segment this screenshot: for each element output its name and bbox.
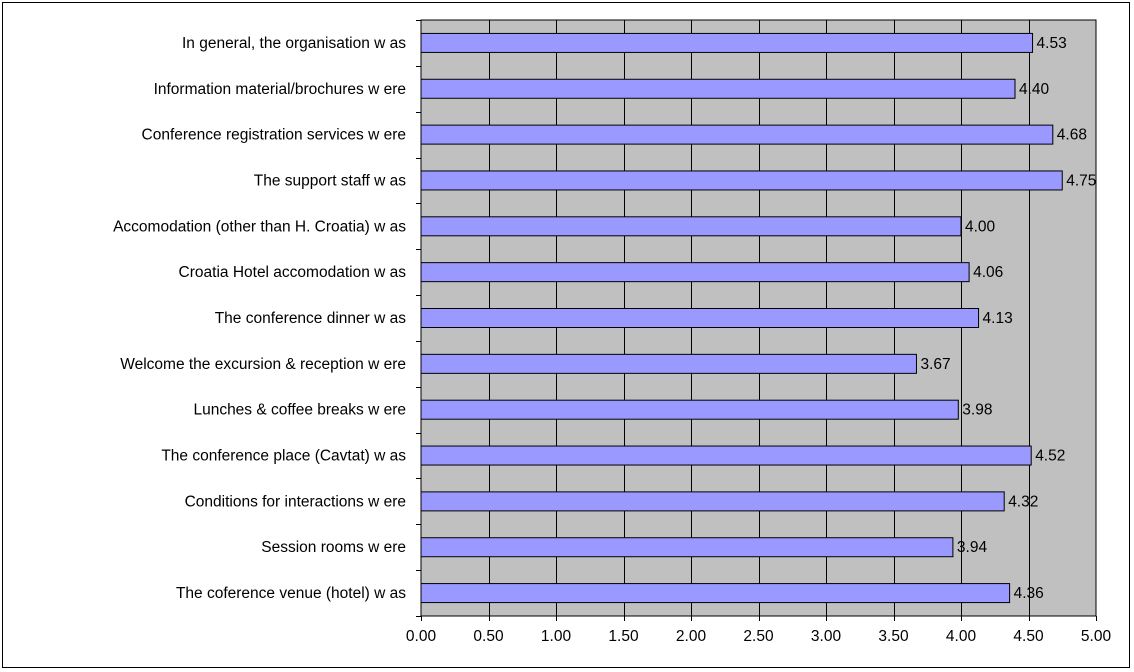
bar [420, 78, 1016, 99]
x-tick-label: 3.00 [811, 628, 842, 645]
data-label: 4.06 [973, 264, 1003, 281]
bar [420, 32, 1034, 53]
data-label: 4.52 [1035, 448, 1065, 465]
category-label: Croatia Hotel accomodation w as [179, 264, 407, 281]
category-label: The conference place (Cavtat) w as [161, 448, 406, 465]
data-label: 4.36 [1014, 585, 1044, 602]
data-label: 3.67 [920, 356, 950, 373]
bar [420, 124, 1054, 145]
bar [420, 537, 954, 558]
category-label: Information material/brochures w ere [154, 81, 406, 98]
data-label: 4.40 [1019, 81, 1050, 98]
category-label: Welcome the excursion & reception w ere [120, 356, 406, 373]
x-tick-label: 0.50 [473, 628, 504, 645]
bar [420, 583, 1011, 604]
bar [420, 170, 1063, 191]
labels: 0.00 0.50 1.00 1.50 2.00 2.50 3.00 3.50 4.00 4.50… [113, 35, 1111, 645]
category-label: In general, the organisation w as [182, 35, 406, 52]
data-label: 3.98 [962, 402, 992, 419]
bar [420, 491, 1005, 512]
x-tick-label: 4.00 [946, 628, 977, 645]
category-label: Lunches & coffee breaks w ere [193, 402, 406, 419]
category-label: Conference registration services w ere [142, 127, 406, 144]
category-label: Session rooms w ere [261, 539, 406, 556]
bar [420, 353, 917, 374]
data-label: 4.68 [1057, 127, 1087, 144]
bar [420, 399, 959, 420]
data-label: 4.00 [965, 218, 996, 235]
x-tick-label: 4.50 [1013, 628, 1044, 645]
x-tick-label: 2.50 [743, 628, 774, 645]
x-tick-label: 3.50 [878, 628, 909, 645]
axes [416, 20, 1097, 621]
bar [420, 216, 962, 237]
category-label: The conference dinner w as [215, 310, 407, 327]
category-label: The coference venue (hotel) w as [176, 585, 406, 602]
bar [420, 308, 980, 328]
category-label: The support staff w as [254, 172, 406, 189]
x-tick-label: 0.00 [406, 628, 437, 645]
category-label: Accomodation (other than H. Croatia) w a… [113, 218, 406, 235]
data-label: 4.75 [1066, 172, 1096, 189]
x-tick-label: 1.50 [608, 628, 639, 645]
category-label: Conditions for interactions w ere [185, 493, 406, 510]
x-tick-label: 1.00 [541, 628, 572, 645]
data-label: 4.32 [1008, 493, 1038, 510]
x-tick-label: 5.00 [1081, 628, 1112, 645]
data-label: 3.94 [957, 539, 988, 556]
bar [420, 262, 970, 283]
data-label: 4.53 [1037, 35, 1067, 52]
bar [420, 445, 1032, 466]
data-label: 4.13 [983, 310, 1013, 327]
x-tick-label: 2.00 [676, 628, 707, 645]
bars [420, 32, 1063, 604]
